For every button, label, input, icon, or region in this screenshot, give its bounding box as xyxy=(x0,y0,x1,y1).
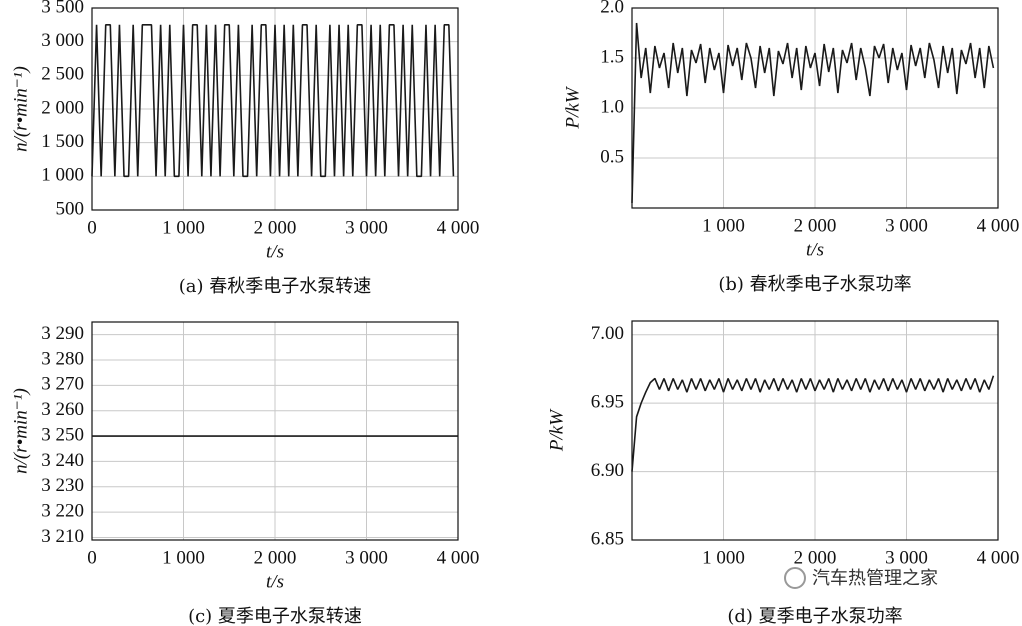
y-tick-label: 3 250 xyxy=(41,424,84,445)
x-tick-label: 1 000 xyxy=(162,217,205,238)
x-tick-label: 4 000 xyxy=(977,547,1020,568)
data-line xyxy=(631,375,995,472)
x-axis-label: t/s xyxy=(806,239,824,260)
y-tick-label: 2.0 xyxy=(600,0,624,17)
watermark: 汽车热管理之家 xyxy=(812,568,938,589)
x-tick-label: 1 000 xyxy=(162,547,205,568)
y-tick-label: 3 000 xyxy=(41,30,84,51)
plot-frame xyxy=(631,320,999,541)
x-axis-label: t/s xyxy=(266,241,284,262)
x-tick-label: 4 000 xyxy=(977,215,1020,236)
y-tick-label: 6.95 xyxy=(591,391,624,412)
x-tick-label: 1 000 xyxy=(702,547,745,568)
caption: (d) 夏季电子水泵功率 xyxy=(727,606,902,626)
x-tick-label: 2 000 xyxy=(794,215,837,236)
data-line xyxy=(631,22,995,204)
y-tick-label: 3 290 xyxy=(41,323,84,344)
y-tick-label: 3 260 xyxy=(41,399,84,420)
x-tick-label: 0 xyxy=(87,217,97,238)
y-axis-label: P/kW xyxy=(546,408,567,452)
y-tick-label: 2 500 xyxy=(41,64,84,85)
y-axis-label: P/kW xyxy=(562,85,583,129)
x-tick-label: 3 000 xyxy=(885,547,928,568)
y-tick-label: 0.5 xyxy=(600,146,624,167)
watermark-icon xyxy=(784,567,806,589)
caption: (c) 夏季电子水泵转速 xyxy=(188,606,362,626)
y-tick-label: 3 500 xyxy=(41,0,84,17)
y-axis-label: n/(r•min⁻¹) xyxy=(10,388,31,474)
y-tick-label: 500 xyxy=(56,198,85,219)
x-tick-label: 1 000 xyxy=(702,215,745,236)
y-tick-label: 3 240 xyxy=(41,450,84,471)
x-tick-label: 3 000 xyxy=(345,217,388,238)
y-tick-label: 3 270 xyxy=(41,374,84,395)
y-tick-label: 1.5 xyxy=(600,46,624,67)
x-tick-label: 4 000 xyxy=(437,217,480,238)
caption: (a) 春秋季电子水泵转速 xyxy=(179,276,372,297)
plot-frame xyxy=(631,7,999,209)
x-tick-label: 2 000 xyxy=(254,217,297,238)
x-tick-label: 2 000 xyxy=(254,547,297,568)
y-tick-label: 3 230 xyxy=(41,475,84,496)
y-tick-label: 6.85 xyxy=(591,528,624,549)
x-tick-label: 3 000 xyxy=(885,215,928,236)
y-tick-label: 2 000 xyxy=(41,97,84,118)
x-tick-label: 0 xyxy=(87,547,97,568)
y-tick-label: 6.90 xyxy=(591,460,624,481)
data-line xyxy=(91,24,455,178)
x-tick-label: 4 000 xyxy=(437,547,480,568)
plot-frame xyxy=(91,7,459,211)
plot-frame xyxy=(91,321,459,541)
y-tick-label: 3 280 xyxy=(41,348,84,369)
y-tick-label: 7.00 xyxy=(591,323,624,344)
y-axis-label: n/(r•min⁻¹) xyxy=(10,66,31,152)
y-tick-label: 1 500 xyxy=(41,131,84,152)
y-tick-label: 1.0 xyxy=(600,96,624,117)
x-tick-label: 2 000 xyxy=(794,547,837,568)
y-tick-label: 3 220 xyxy=(41,500,84,521)
x-tick-label: 3 000 xyxy=(345,547,388,568)
caption: (b) 春秋季电子水泵功率 xyxy=(718,274,911,295)
y-tick-label: 3 210 xyxy=(41,526,84,547)
y-tick-label: 1 000 xyxy=(41,165,84,186)
x-axis-label: t/s xyxy=(266,571,284,592)
